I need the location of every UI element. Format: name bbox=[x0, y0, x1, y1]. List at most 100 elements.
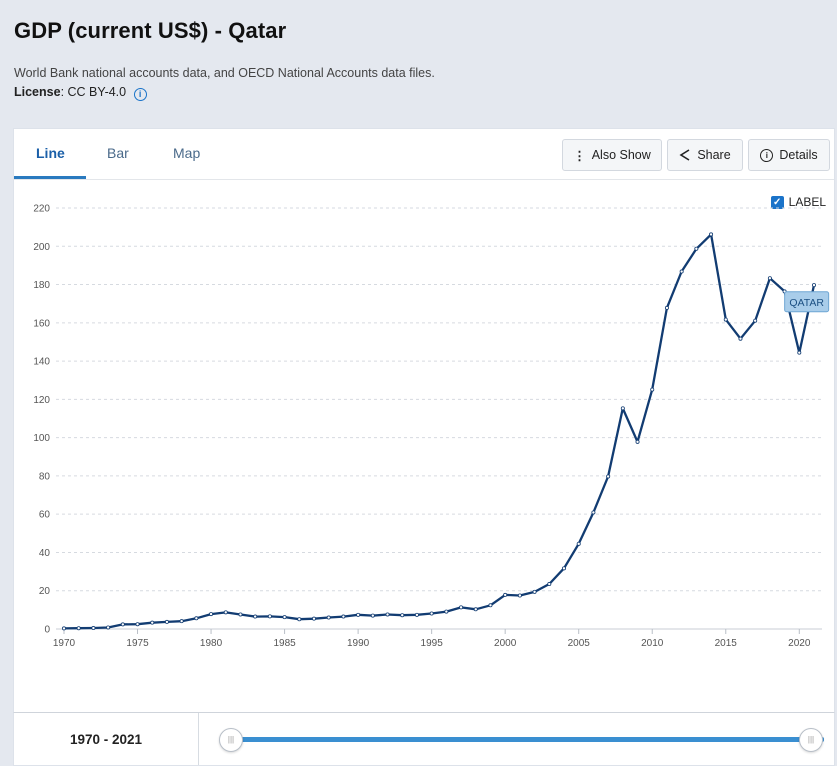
data-point[interactable] bbox=[297, 617, 302, 622]
data-point[interactable] bbox=[473, 607, 478, 612]
data-points bbox=[62, 232, 817, 631]
data-point[interactable] bbox=[517, 593, 522, 598]
data-point[interactable] bbox=[547, 582, 552, 587]
y-tick-label: 120 bbox=[33, 395, 50, 406]
data-point[interactable] bbox=[694, 246, 699, 251]
data-point[interactable] bbox=[503, 592, 508, 597]
data-point[interactable] bbox=[194, 616, 199, 621]
tab-bar[interactable]: Bar bbox=[107, 145, 129, 161]
also-show-button[interactable]: ⋮ Also Show bbox=[562, 139, 662, 171]
y-tick-label: 60 bbox=[39, 510, 51, 521]
series-label-text: QATAR bbox=[789, 297, 824, 309]
data-point[interactable] bbox=[723, 317, 728, 322]
details-label: Details bbox=[779, 148, 818, 162]
y-axis: 0 20 40 60 80 100 120 140 160 180 200 220 bbox=[33, 204, 50, 636]
data-point[interactable] bbox=[562, 566, 567, 571]
y-tick-label: 40 bbox=[39, 548, 51, 559]
data-point[interactable] bbox=[414, 612, 419, 617]
data-point[interactable] bbox=[444, 609, 449, 614]
info-circle-icon: i bbox=[760, 148, 774, 162]
series-label-box bbox=[784, 291, 830, 313]
details-button[interactable]: i Details bbox=[748, 139, 830, 171]
license-line: License: CC BY-4.0 i bbox=[14, 85, 827, 101]
data-point[interactable] bbox=[179, 619, 184, 624]
x-tick-label: 1975 bbox=[126, 638, 149, 649]
data-point[interactable] bbox=[606, 474, 611, 479]
data-point[interactable] bbox=[267, 614, 272, 619]
y-tick-label: 20 bbox=[39, 586, 51, 597]
tab-map[interactable]: Map bbox=[173, 145, 201, 161]
x-tick-label: 1980 bbox=[200, 638, 223, 649]
data-point[interactable] bbox=[812, 283, 817, 288]
data-point[interactable] bbox=[635, 439, 640, 444]
x-tick-label: 2015 bbox=[715, 638, 738, 649]
range-slider-track[interactable] bbox=[230, 737, 824, 742]
data-point[interactable] bbox=[253, 614, 258, 619]
data-point[interactable] bbox=[576, 541, 581, 546]
data-point[interactable] bbox=[591, 510, 596, 515]
x-tick-label: 2020 bbox=[788, 638, 811, 649]
data-point[interactable] bbox=[753, 318, 758, 323]
data-point[interactable] bbox=[738, 336, 743, 341]
share-button[interactable]: Share bbox=[667, 139, 743, 171]
data-point[interactable] bbox=[356, 612, 361, 617]
data-point[interactable] bbox=[223, 610, 228, 615]
kebab-icon: ⋮ bbox=[573, 148, 586, 163]
tab-line[interactable]: Line bbox=[36, 145, 65, 161]
data-point[interactable] bbox=[106, 625, 111, 630]
y-tick-label: 200 bbox=[33, 242, 50, 253]
x-tick-label: 1995 bbox=[421, 638, 444, 649]
data-point[interactable] bbox=[650, 387, 655, 392]
data-point[interactable] bbox=[150, 620, 155, 625]
series-label: QATAR bbox=[784, 291, 830, 313]
range-end-handle[interactable]: ||| bbox=[799, 728, 823, 752]
x-tick-label: 2005 bbox=[568, 638, 591, 649]
data-point[interactable] bbox=[709, 232, 714, 237]
y-tick-label: 100 bbox=[33, 433, 50, 444]
y-tick-label: 80 bbox=[39, 471, 51, 482]
x-axis: 1970 1975 1980 1985 1990 1995 2000 2005 2010 2015… bbox=[53, 629, 811, 649]
chart-tabs: Line Bar Map ⋮ Also Show Share i Details bbox=[14, 129, 834, 180]
license-label: License bbox=[14, 85, 61, 99]
info-icon[interactable]: i bbox=[133, 88, 147, 101]
data-point[interactable] bbox=[620, 406, 625, 411]
header: GDP (current US$) - Qatar World Bank nat… bbox=[14, 18, 827, 101]
data-point[interactable] bbox=[532, 589, 537, 594]
data-point[interactable] bbox=[164, 619, 169, 624]
y-tick-label: 140 bbox=[33, 357, 50, 368]
series-line-qatar bbox=[63, 233, 816, 630]
share-label: Share bbox=[697, 148, 731, 162]
data-point[interactable] bbox=[91, 626, 96, 631]
data-point[interactable] bbox=[135, 622, 140, 627]
data-point[interactable] bbox=[488, 603, 493, 608]
data-point[interactable] bbox=[797, 350, 802, 355]
data-point[interactable] bbox=[76, 626, 81, 631]
data-point[interactable] bbox=[209, 612, 214, 617]
label-toggle[interactable]: ✓ LABEL bbox=[770, 195, 826, 209]
data-point[interactable] bbox=[62, 626, 67, 631]
checkbox-checked-icon[interactable]: ✓ bbox=[770, 195, 784, 209]
data-point[interactable] bbox=[679, 269, 684, 274]
data-point[interactable] bbox=[120, 622, 125, 627]
x-tick-label: 1970 bbox=[53, 638, 76, 649]
share-icon bbox=[679, 149, 690, 161]
data-point[interactable] bbox=[282, 615, 287, 620]
data-point[interactable] bbox=[238, 612, 243, 617]
data-point[interactable] bbox=[459, 605, 464, 610]
data-point[interactable] bbox=[326, 615, 331, 620]
y-tick-label: 0 bbox=[44, 625, 50, 636]
data-point[interactable] bbox=[370, 613, 375, 618]
data-point[interactable] bbox=[429, 611, 434, 616]
y-tick-label: 160 bbox=[33, 318, 50, 329]
range-start-handle[interactable]: ||| bbox=[219, 728, 243, 752]
data-point[interactable] bbox=[664, 305, 669, 310]
data-point[interactable] bbox=[385, 612, 390, 617]
data-point[interactable] bbox=[341, 614, 346, 619]
source-note: World Bank national accounts data, and O… bbox=[14, 66, 435, 80]
data-point[interactable] bbox=[311, 616, 316, 621]
data-point[interactable] bbox=[767, 276, 772, 281]
data-point[interactable] bbox=[400, 613, 405, 618]
range-footer: 1970 - 2021 ||| ||| bbox=[13, 712, 835, 766]
label-toggle-text: LABEL bbox=[788, 195, 826, 209]
